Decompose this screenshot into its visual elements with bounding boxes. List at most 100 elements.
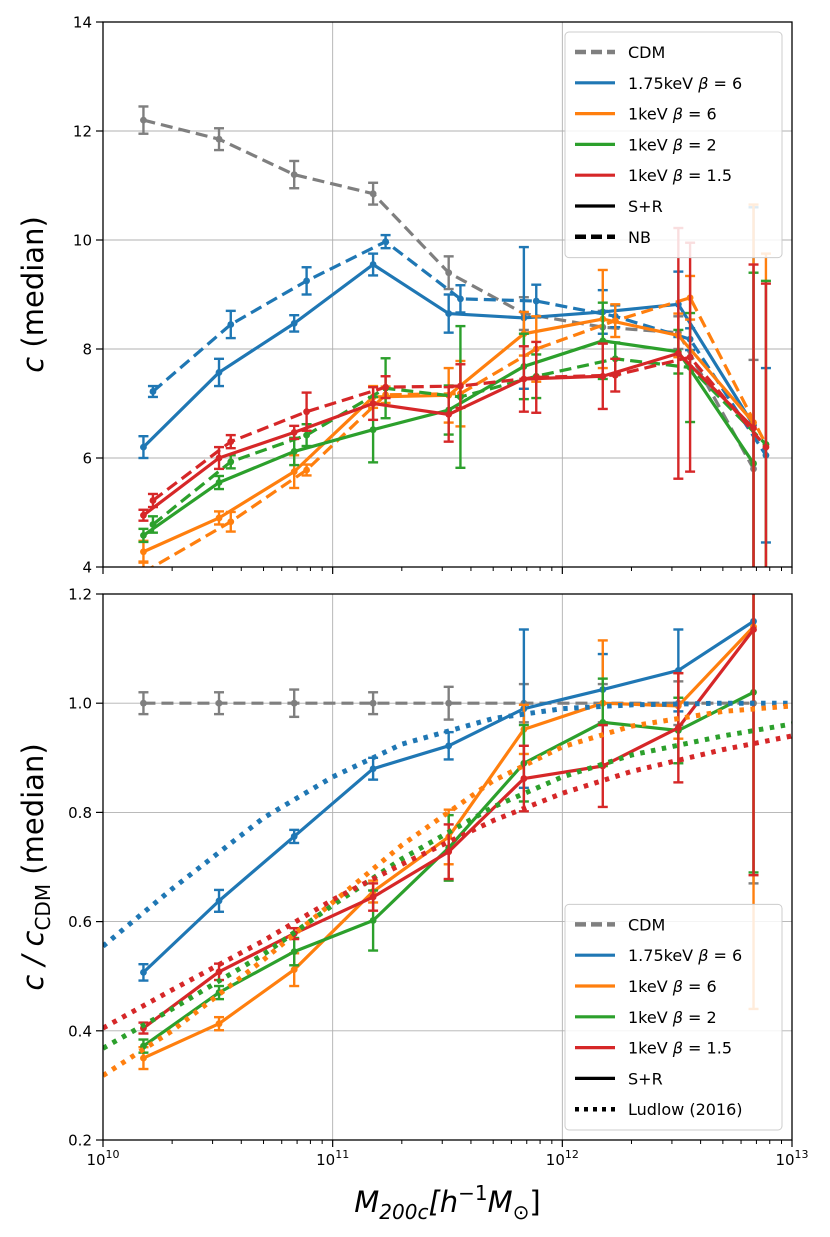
data-point (290, 948, 298, 956)
data-point (140, 116, 147, 124)
data-point (140, 548, 147, 556)
data-point (445, 269, 453, 277)
data-point (149, 521, 157, 528)
data-point (382, 383, 389, 391)
data-point (303, 466, 310, 474)
data-point (149, 497, 157, 504)
data-point (382, 238, 389, 246)
data-point (215, 968, 223, 976)
data-point (215, 454, 223, 462)
data-point (520, 775, 528, 782)
y-tick-label: 1.2 (68, 586, 92, 604)
data-point (149, 388, 157, 395)
y-tick-label: 0.6 (68, 913, 92, 931)
y-tick-label: 8 (82, 341, 92, 359)
y-axis-label: c (median) (16, 216, 50, 373)
data-point (369, 765, 377, 773)
data-point (290, 448, 298, 455)
data-point (445, 742, 453, 750)
data-point (674, 724, 682, 732)
data-point (227, 438, 235, 446)
y-ticks: 4 6 8 10 12 14 (73, 14, 103, 577)
data-point (611, 317, 619, 325)
x-tick-label: 1010 (86, 1148, 119, 1169)
data-point (290, 428, 298, 436)
data-point (369, 190, 377, 198)
series-7 (103, 721, 792, 1051)
data-point (445, 411, 453, 418)
data-point (303, 408, 310, 416)
legend-entry-label: 1keV β = 1.5 (628, 166, 732, 185)
series-line (103, 703, 792, 1078)
data-point (369, 426, 377, 434)
data-point (369, 699, 377, 707)
legend-entry-label: 1keV β = 6 (628, 105, 717, 124)
legend-entry-label: Ludlow (2016) (628, 1100, 743, 1119)
legend-entry-label: 1keV β = 6 (628, 977, 717, 996)
legend: CDM 1.75keV β = 6 1keV β = 6 1keV β = 2 1keV… (564, 903, 783, 1131)
data-point (215, 479, 223, 486)
x-axis-label-text: M200c[h−1M⊙] (354, 1181, 541, 1224)
data-point (215, 897, 223, 905)
data-point (457, 382, 464, 390)
data-point (369, 261, 377, 268)
bottom-panel: 1010 1011 1012 1013 0.2 0.4 0.6 0.8 1.0 1.2 c / cC… (16, 586, 809, 1170)
legend-entry-label: NB (628, 228, 651, 247)
data-point (215, 369, 223, 376)
data-point (215, 1020, 223, 1028)
axes-frame (102, 593, 793, 1141)
y-tick-label: 0.8 (68, 804, 92, 822)
data-point (290, 833, 298, 840)
y-axis-label: c / cCDM (median) (16, 743, 55, 990)
legend-entry-label: S+R (628, 1069, 663, 1088)
data-point (303, 277, 310, 285)
x-ticks: 1010 1011 1012 1013 (86, 1140, 809, 1169)
data-point (611, 371, 619, 379)
data-point (290, 319, 298, 327)
data-point (140, 699, 147, 707)
data-point (445, 310, 453, 317)
data-point (215, 135, 223, 143)
y-ticks: 0.2 0.4 0.6 0.8 1.0 1.2 (68, 586, 103, 1150)
legend-entry-label: 1.75keV β = 6 (628, 946, 742, 965)
series-line (103, 721, 792, 1051)
legend-entry-label: CDM (628, 43, 665, 62)
x-ticks (102, 567, 793, 574)
data-point (445, 699, 453, 707)
y-tick-label: 4 (82, 559, 92, 577)
x-tick-label: 1013 (775, 1148, 808, 1169)
axes-frame (102, 21, 793, 568)
y-tick-label: 1.0 (68, 695, 92, 713)
legend-entry-label: 1keV β = 1.5 (628, 1039, 732, 1058)
data-point (140, 511, 147, 519)
data-point (369, 893, 377, 901)
data-point (140, 569, 147, 576)
data-point (674, 349, 682, 357)
data-point (369, 917, 377, 924)
data-point (227, 518, 235, 526)
data-point (750, 424, 757, 432)
series-6 (103, 703, 792, 1078)
series-line (103, 700, 792, 949)
data-point (290, 468, 298, 476)
data-point (140, 968, 147, 976)
data-point (457, 295, 464, 303)
data-point (140, 1054, 147, 1062)
data-point (686, 353, 694, 361)
series-layer (138, 105, 771, 576)
data-point (140, 531, 147, 539)
data-point (290, 699, 298, 707)
x-axis-label: M200c[h−1M⊙] (354, 1181, 541, 1224)
series-layer (103, 594, 792, 1078)
series-8 (147, 241, 771, 567)
legend-entry-label: S+R (628, 197, 663, 216)
y-tick-label: 6 (82, 450, 92, 468)
legend-entry-label: CDM (628, 915, 665, 934)
y-tick-label: 12 (73, 123, 92, 141)
legend-entry-label: 1.75keV β = 6 (628, 74, 742, 93)
series-line (151, 355, 768, 502)
data-point (750, 626, 757, 633)
data-point (532, 297, 540, 305)
top-panel: 4 6 8 10 12 14 c (median) CDM 1.75keV β = 6 1keV … (16, 14, 793, 577)
y-tick-label: 0.2 (68, 1132, 92, 1150)
